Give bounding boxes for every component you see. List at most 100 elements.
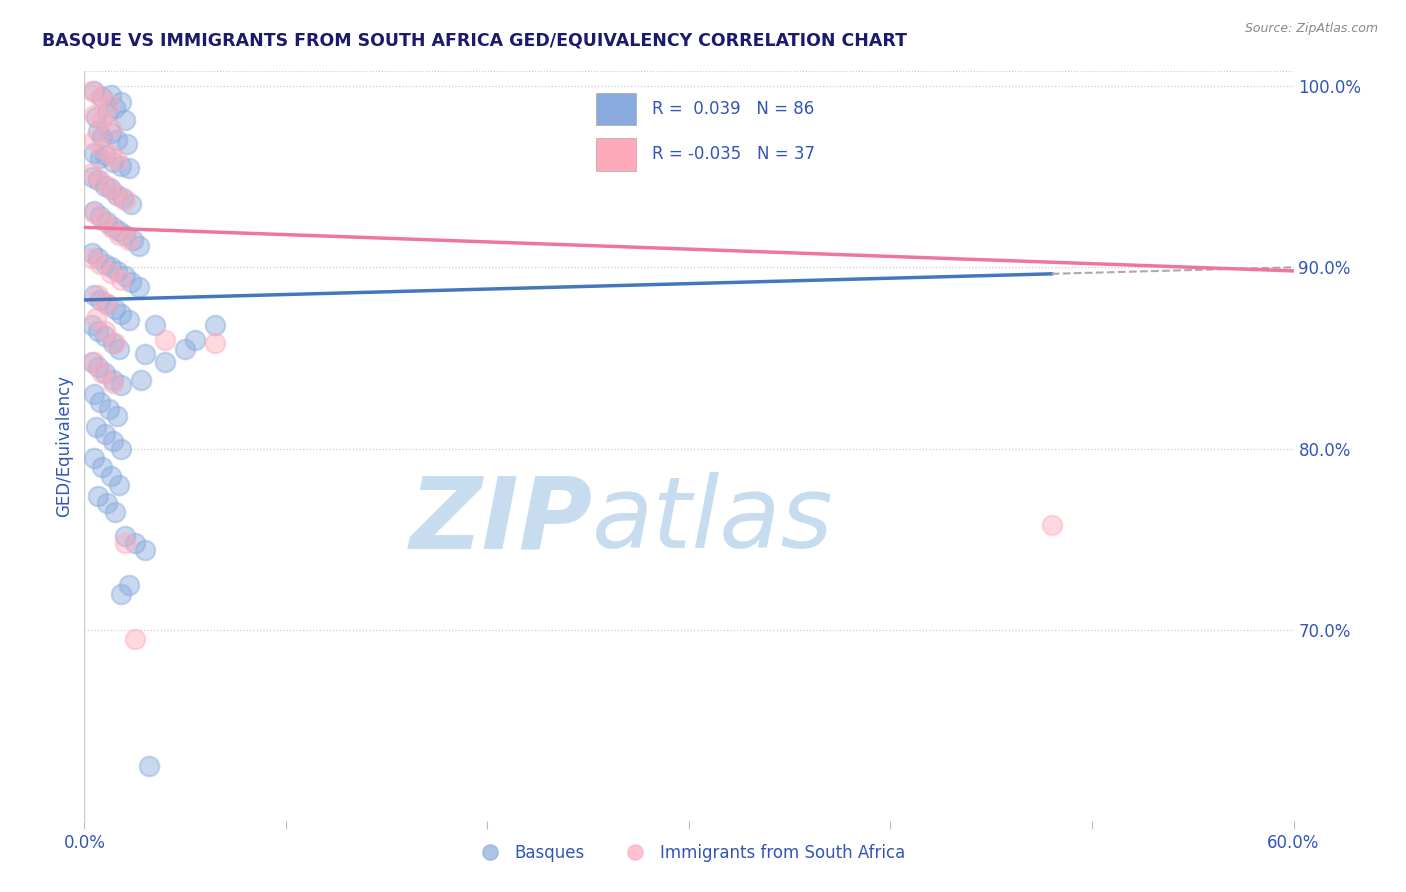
- Point: [143, 318, 166, 333]
- Point: [107, 224, 129, 238]
- Point: [101, 373, 124, 387]
- Point: [82, 169, 104, 184]
- Point: [100, 120, 122, 135]
- Point: [204, 336, 226, 351]
- Text: ZIP: ZIP: [409, 473, 592, 569]
- Point: [87, 124, 110, 138]
- Point: [104, 336, 127, 351]
- Point: [87, 489, 110, 503]
- Point: [100, 266, 122, 280]
- Point: [89, 173, 111, 187]
- Point: [104, 505, 127, 519]
- Point: [82, 84, 104, 98]
- Point: [134, 347, 156, 361]
- Point: [93, 329, 115, 343]
- Point: [87, 173, 110, 187]
- Point: [82, 166, 104, 180]
- Point: [128, 280, 150, 294]
- Point: [100, 220, 122, 235]
- Text: Source: ZipAtlas.com: Source: ZipAtlas.com: [1244, 22, 1378, 36]
- Point: [118, 578, 141, 592]
- Point: [89, 257, 111, 271]
- Point: [114, 529, 136, 543]
- Point: [86, 110, 108, 124]
- Point: [82, 251, 104, 265]
- Point: [111, 191, 134, 205]
- Point: [105, 187, 128, 202]
- Point: [104, 301, 127, 316]
- Point: [96, 215, 118, 229]
- Point: [100, 148, 122, 162]
- Point: [184, 333, 207, 347]
- Point: [91, 113, 114, 128]
- Point: [93, 178, 115, 193]
- Point: [110, 159, 132, 173]
- Point: [101, 434, 124, 449]
- Point: [107, 478, 129, 492]
- Point: [138, 759, 160, 773]
- Point: [83, 108, 105, 122]
- Point: [100, 126, 122, 140]
- Point: [96, 106, 118, 120]
- Point: [120, 196, 142, 211]
- Point: [174, 342, 197, 356]
- Point: [105, 153, 128, 168]
- Point: [100, 87, 122, 102]
- Point: [96, 296, 118, 310]
- Point: [114, 227, 136, 242]
- Point: [121, 233, 143, 247]
- Point: [118, 161, 141, 175]
- Point: [1040, 517, 1063, 532]
- Point: [96, 296, 118, 310]
- Point: [83, 387, 105, 401]
- Point: [100, 182, 122, 196]
- Point: [82, 318, 104, 333]
- Point: [114, 536, 136, 550]
- Point: [105, 133, 128, 147]
- Text: R = -0.035   N = 37: R = -0.035 N = 37: [651, 145, 814, 163]
- Point: [82, 245, 104, 260]
- Point: [101, 376, 124, 391]
- Point: [87, 324, 110, 338]
- Point: [97, 401, 120, 416]
- Point: [115, 136, 138, 151]
- Point: [87, 251, 110, 265]
- Point: [100, 469, 122, 483]
- Point: [83, 354, 105, 368]
- Text: R =  0.039   N = 86: R = 0.039 N = 86: [651, 100, 814, 118]
- Point: [89, 293, 111, 307]
- Point: [91, 140, 114, 154]
- Point: [91, 89, 114, 103]
- Point: [124, 536, 146, 550]
- Point: [82, 354, 104, 368]
- Text: atlas: atlas: [592, 473, 834, 569]
- Point: [105, 187, 128, 202]
- Point: [97, 97, 120, 112]
- Point: [153, 354, 176, 368]
- Point: [89, 394, 111, 409]
- Point: [97, 180, 120, 194]
- Legend: Basques, Immigrants from South Africa: Basques, Immigrants from South Africa: [467, 838, 911, 869]
- Point: [89, 152, 111, 166]
- Point: [114, 269, 136, 284]
- Point: [86, 311, 108, 326]
- Point: [100, 260, 122, 275]
- Text: BASQUE VS IMMIGRANTS FROM SOUTH AFRICA GED/EQUIVALENCY CORRELATION CHART: BASQUE VS IMMIGRANTS FROM SOUTH AFRICA G…: [42, 31, 907, 49]
- Point: [110, 95, 132, 110]
- Point: [83, 146, 105, 161]
- Point: [93, 257, 115, 271]
- Point: [107, 342, 129, 356]
- Point: [101, 155, 124, 169]
- Point: [134, 543, 156, 558]
- Point: [107, 227, 129, 242]
- Point: [110, 442, 132, 456]
- FancyBboxPatch shape: [596, 93, 636, 126]
- Point: [110, 273, 132, 287]
- Point: [129, 373, 152, 387]
- Point: [101, 336, 124, 351]
- Y-axis label: GED/Equivalency: GED/Equivalency: [55, 375, 73, 517]
- Point: [204, 318, 226, 333]
- Point: [93, 366, 115, 380]
- Point: [110, 308, 132, 322]
- FancyBboxPatch shape: [596, 137, 636, 170]
